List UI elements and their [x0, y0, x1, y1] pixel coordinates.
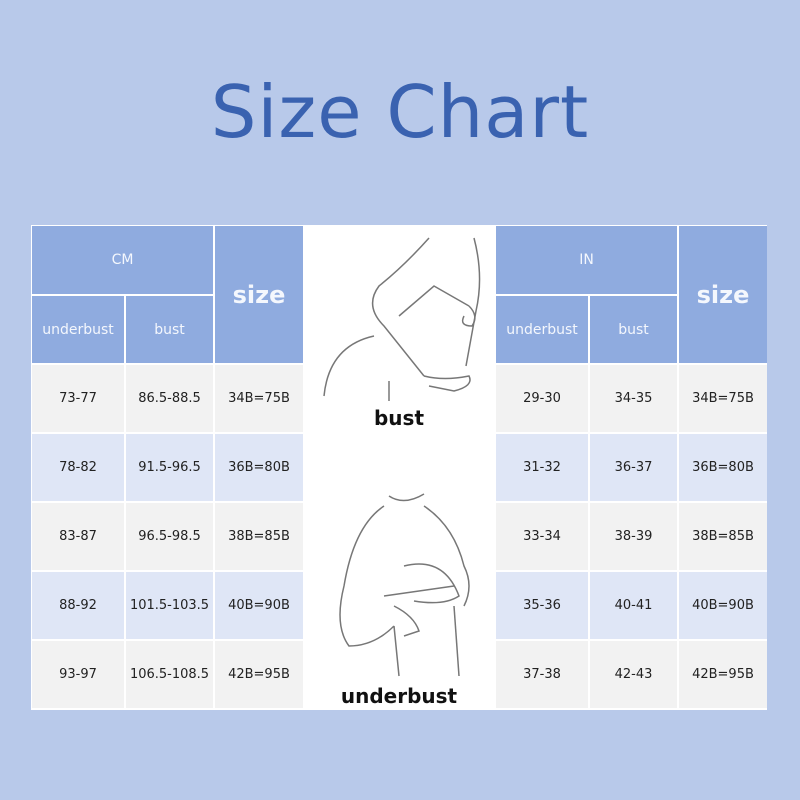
cm-underbust-cell: 73-77 [32, 365, 124, 432]
cm-bust-cell: 86.5-88.5 [126, 365, 213, 432]
cm-bust-cell: 101.5-103.5 [126, 572, 213, 639]
cm-underbust-cell: 83-87 [32, 503, 124, 570]
in-size-cell: 42B=95B [679, 641, 767, 708]
cm-size-cell: 34B=75B [215, 365, 303, 432]
in-underbust-cell: 37-38 [496, 641, 588, 708]
in-bust-cell: 40-41 [590, 572, 677, 639]
cm-size-cell: 42B=95B [215, 641, 303, 708]
in-size-cell: 40B=90B [679, 572, 767, 639]
cm-size-cell: 38B=85B [215, 503, 303, 570]
cm-size-cell: 40B=90B [215, 572, 303, 639]
in-underbust-cell: 29-30 [496, 365, 588, 432]
in-size-cell: 38B=85B [679, 503, 767, 570]
measurement-illustration: bust underbust [304, 226, 494, 709]
in-underbust-cell: 35-36 [496, 572, 588, 639]
in-size-header: size [679, 226, 767, 363]
in-bust-cell: 38-39 [590, 503, 677, 570]
cm-underbust-cell: 93-97 [32, 641, 124, 708]
cm-header: CM [32, 226, 213, 294]
in-underbust-cell: 33-34 [496, 503, 588, 570]
cm-bust-header: bust [126, 296, 213, 363]
bust-measure-figure-icon [323, 237, 481, 677]
in-bust-cell: 34-35 [590, 365, 677, 432]
in-underbust-header: underbust [496, 296, 588, 363]
cm-underbust-cell: 78-82 [32, 434, 124, 501]
cm-size-header: size [215, 226, 303, 363]
cm-bust-cell: 106.5-108.5 [126, 641, 213, 708]
in-size-cell: 34B=75B [679, 365, 767, 432]
cm-size-cell: 36B=80B [215, 434, 303, 501]
cm-underbust-cell: 88-92 [32, 572, 124, 639]
size-table: bust underbust CM underbust bust size 73-77 8… [31, 225, 767, 710]
cm-bust-cell: 91.5-96.5 [126, 434, 213, 501]
underbust-label: underbust [340, 684, 458, 708]
page-title: Size Chart [210, 70, 590, 154]
cm-bust-cell: 96.5-98.5 [126, 503, 213, 570]
in-size-cell: 36B=80B [679, 434, 767, 501]
cm-underbust-header: underbust [32, 296, 124, 363]
bust-label: bust [373, 406, 425, 430]
in-bust-cell: 36-37 [590, 434, 677, 501]
in-header: IN [496, 226, 677, 294]
in-bust-cell: 42-43 [590, 641, 677, 708]
in-bust-header: bust [590, 296, 677, 363]
in-underbust-cell: 31-32 [496, 434, 588, 501]
